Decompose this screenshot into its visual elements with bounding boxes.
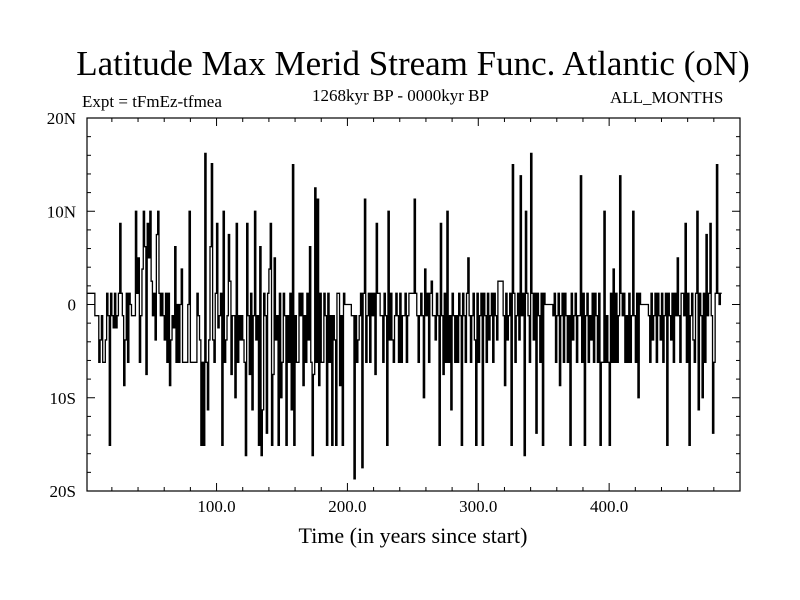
series-line bbox=[87, 152, 722, 480]
x-tick-label: 200.0 bbox=[328, 497, 366, 516]
x-axis-title: Time (in years since start) bbox=[298, 523, 528, 548]
x-tick-label: 400.0 bbox=[590, 497, 628, 516]
plot-frame bbox=[86, 117, 741, 492]
experiment-label: Expt = tFmEz-tfmea bbox=[82, 92, 222, 111]
y-tick-label: 20S bbox=[50, 482, 76, 501]
time-period-label: 1268kyr BP - 0000kyr BP bbox=[312, 86, 489, 105]
months-label: ALL_MONTHS bbox=[610, 88, 724, 107]
x-tick-label: 300.0 bbox=[459, 497, 497, 516]
y-tick-label: 10S bbox=[50, 389, 76, 408]
y-tick-label: 0 bbox=[68, 296, 77, 315]
chart-title: Latitude Max Merid Stream Func. Atlantic… bbox=[76, 44, 750, 83]
y-tick-label: 20N bbox=[47, 109, 76, 128]
y-tick-label: 10N bbox=[47, 202, 76, 221]
x-tick-label: 100.0 bbox=[197, 497, 235, 516]
